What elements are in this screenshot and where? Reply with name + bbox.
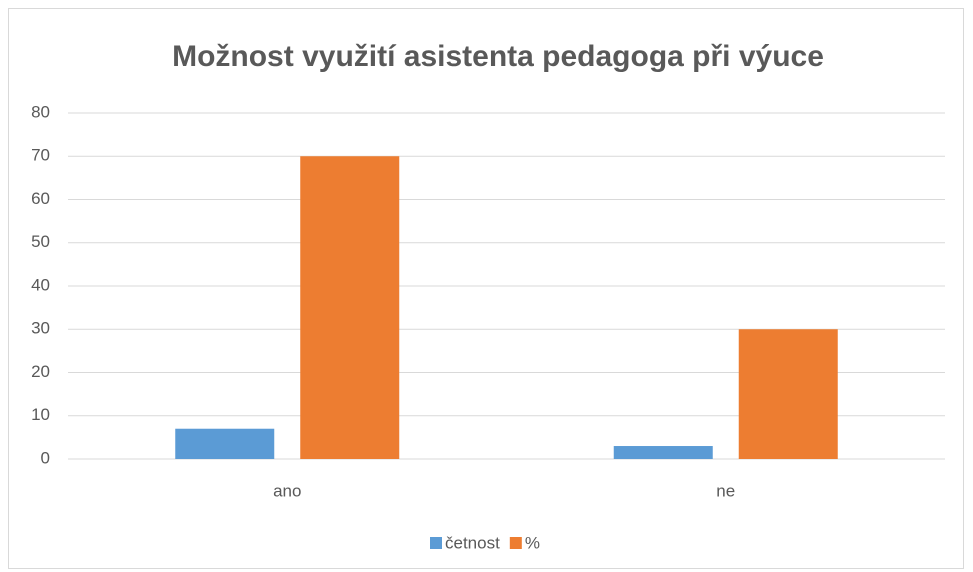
legend-label: četnost	[445, 533, 500, 552]
y-tick-label: 80	[31, 102, 50, 121]
y-tick-label: 10	[31, 405, 50, 424]
bar	[613, 446, 713, 459]
y-tick-label: 50	[31, 232, 50, 251]
bar	[175, 428, 275, 459]
legend-label: %	[525, 533, 540, 552]
y-tick-label: 40	[31, 275, 50, 294]
y-tick-label: 30	[31, 319, 50, 338]
chart-title: Možnost využití asistenta pedagoga při v…	[172, 40, 824, 73]
y-tick-label: 0	[41, 448, 50, 467]
bar	[738, 329, 838, 459]
x-tick-label: ne	[716, 481, 735, 500]
y-tick-label: 60	[31, 189, 50, 208]
chart-border	[8, 8, 964, 569]
legend-swatch	[430, 537, 442, 549]
x-tick-label: ano	[273, 481, 301, 500]
y-tick-label: 20	[31, 362, 50, 381]
legend-swatch	[509, 537, 522, 549]
bar	[300, 156, 400, 459]
y-tick-label: 70	[31, 146, 50, 165]
